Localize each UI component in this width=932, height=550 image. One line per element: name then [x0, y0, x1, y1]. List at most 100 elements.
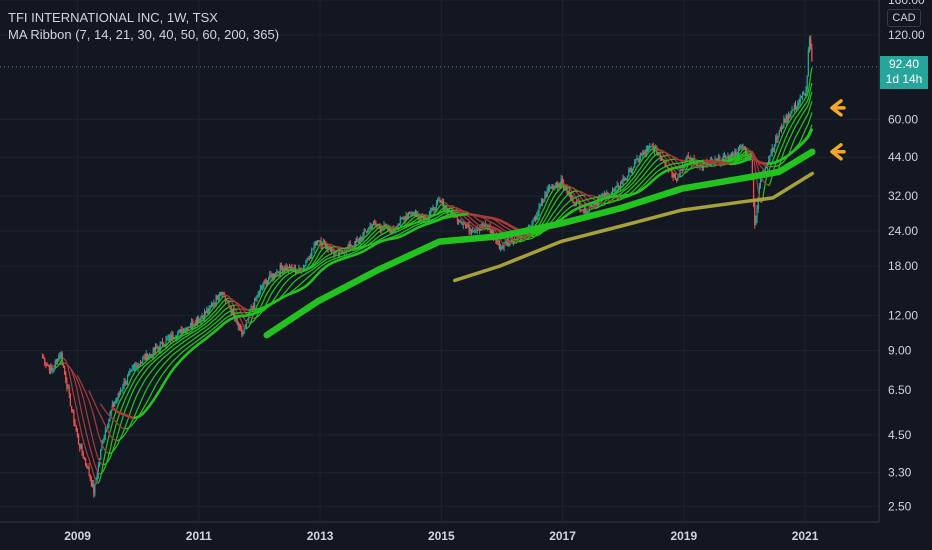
candle — [67, 388, 69, 389]
ma-ribbon-segment — [77, 418, 81, 426]
candle — [663, 159, 665, 162]
candle — [752, 178, 755, 203]
candle — [532, 220, 534, 222]
ma-ribbon-segment — [95, 451, 98, 457]
candle — [194, 324, 196, 326]
candle — [442, 201, 445, 209]
candle — [810, 38, 812, 48]
candle — [592, 205, 594, 208]
candle — [406, 215, 408, 217]
ma-ribbon-segment — [86, 434, 89, 441]
candle — [412, 212, 414, 214]
ma-ribbon-segment — [129, 409, 132, 415]
candle — [94, 484, 96, 494]
candle — [546, 189, 548, 197]
candle — [461, 221, 463, 225]
candle — [311, 248, 313, 256]
candle — [541, 201, 544, 203]
candle — [536, 216, 538, 220]
candle — [261, 287, 263, 289]
candle — [716, 159, 719, 161]
ma-ribbon-segment — [98, 476, 102, 482]
candle — [337, 250, 340, 255]
candle — [531, 221, 533, 231]
ma-ribbon-segment — [73, 395, 76, 403]
candle — [200, 316, 202, 321]
candle — [264, 280, 266, 282]
ma-ribbon-segment — [769, 179, 772, 185]
ma-ribbon-segment — [86, 452, 89, 457]
ma-ribbon-segment — [88, 443, 91, 450]
candle — [321, 244, 323, 246]
candle — [87, 467, 89, 469]
candle — [560, 178, 562, 186]
candle — [188, 327, 190, 328]
ma-ribbon-segment — [90, 452, 94, 458]
candle — [355, 241, 357, 242]
candle — [304, 265, 306, 266]
ma-ribbon-segment — [89, 462, 92, 468]
candle — [217, 297, 220, 300]
candle — [539, 205, 541, 207]
candle — [742, 147, 744, 148]
candle — [438, 200, 440, 201]
candle — [743, 147, 745, 148]
candle — [88, 467, 90, 475]
candle — [195, 319, 197, 325]
candle — [550, 187, 552, 189]
candle — [315, 241, 317, 246]
ma-ribbon-segment — [808, 87, 812, 95]
candle — [466, 224, 468, 226]
candle — [330, 248, 333, 252]
candle — [309, 255, 312, 259]
candle — [131, 368, 133, 370]
candle — [329, 249, 331, 252]
candle — [273, 273, 276, 277]
candle — [434, 210, 436, 212]
candle — [777, 135, 779, 139]
candle — [690, 158, 692, 159]
candle — [379, 227, 382, 230]
candle — [149, 353, 151, 357]
candle — [156, 347, 158, 349]
candle — [677, 177, 679, 181]
candle — [411, 212, 413, 215]
candle — [785, 115, 787, 123]
candle — [135, 365, 137, 367]
candle — [553, 185, 555, 190]
candle — [390, 230, 392, 235]
candle — [782, 127, 784, 130]
candle — [101, 443, 103, 450]
ma-ribbon-segment — [114, 411, 117, 416]
candle — [90, 479, 92, 486]
candle — [551, 185, 553, 189]
candle — [505, 242, 508, 246]
candle — [439, 200, 441, 201]
candle — [638, 158, 640, 162]
ma-ribbon-segment — [109, 444, 112, 451]
candle — [79, 443, 81, 449]
candle — [602, 193, 604, 198]
candle — [679, 170, 681, 177]
candle — [469, 229, 471, 231]
candle — [768, 159, 770, 164]
candle — [140, 361, 143, 364]
candle — [177, 332, 179, 338]
candle — [616, 185, 618, 187]
candle — [764, 168, 766, 171]
candle — [533, 216, 535, 221]
candle — [784, 118, 786, 123]
candle — [201, 315, 203, 317]
candle — [367, 230, 369, 233]
candle — [642, 152, 644, 155]
candle — [158, 347, 160, 350]
candle — [179, 329, 181, 331]
candle — [357, 238, 359, 240]
candle — [227, 300, 229, 302]
ma-ribbon-segment — [86, 412, 89, 419]
candle — [147, 356, 150, 361]
candle — [806, 75, 808, 90]
candle — [76, 430, 79, 436]
candle — [374, 221, 376, 223]
